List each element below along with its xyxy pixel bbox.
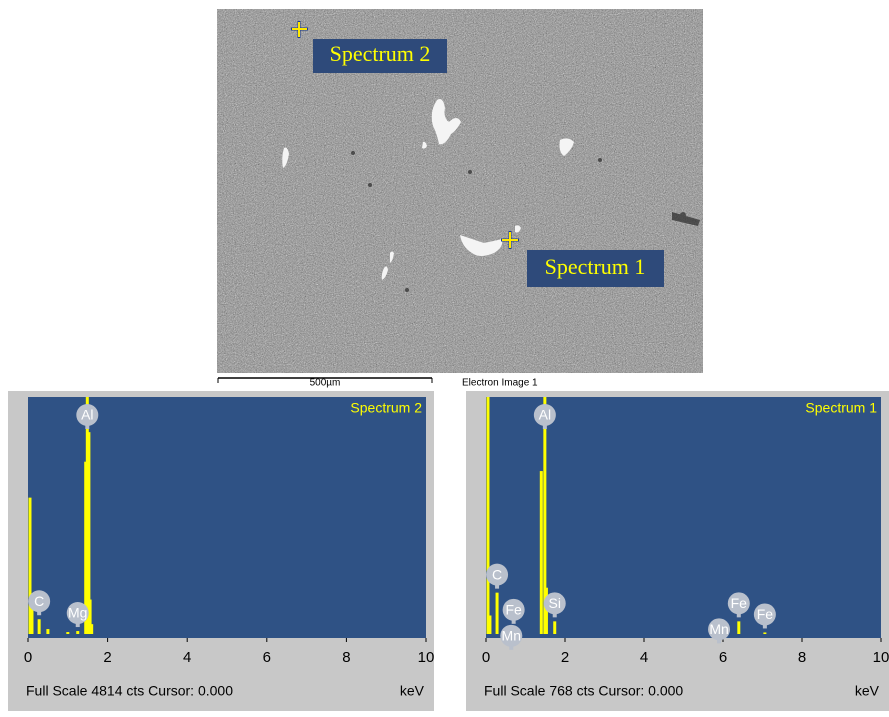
- peak-bar: [76, 631, 80, 634]
- footer: Full Scale 768 cts Cursor: 0.000: [484, 683, 683, 699]
- x-tick-label: 8: [798, 649, 806, 666]
- peak-label: Si: [549, 595, 561, 611]
- peak-bar: [37, 619, 41, 634]
- peak-label-stem: [552, 612, 557, 618]
- peak-label: Al: [539, 407, 551, 423]
- peak-bar: [85, 397, 89, 634]
- chart-title: Spectrum 1: [805, 400, 877, 416]
- x-tick-label: 4: [183, 649, 191, 666]
- x-tick-label: 10: [418, 649, 435, 666]
- x-tick-label: 2: [561, 649, 569, 666]
- peak-bar: [66, 632, 70, 634]
- marker-label-box: [313, 39, 447, 73]
- x-unit: keV: [400, 683, 425, 699]
- plot-area: [28, 397, 426, 638]
- scale-bar: [217, 377, 433, 383]
- peak-bar: [87, 432, 91, 634]
- peak-label-bubble: [76, 404, 99, 426]
- peak-label: C: [34, 593, 44, 609]
- peak-label: Al: [81, 407, 93, 423]
- sem-image: Spectrum 2 Spectrum 1: [217, 9, 703, 373]
- peak-bar: [539, 471, 543, 634]
- peak-bar: [488, 615, 492, 634]
- spectrum-chart: Spectrum 2 0 2 4 6 8 10 Mg Al C Full Scale 4814 ct…: [8, 391, 434, 711]
- spectra: Spectrum 2 0 2 4 6 8 10 Mg Al C Full Scale 4814 ct…: [8, 391, 889, 711]
- footer: Full Scale 4814 cts Cursor: 0.000: [26, 683, 233, 699]
- peak-label: Mn: [709, 621, 728, 637]
- peak-label-stem: [37, 610, 42, 616]
- dark-spots: [351, 151, 700, 292]
- x-tick-label: 8: [342, 649, 350, 666]
- marker-label: Spectrum 2: [330, 41, 431, 66]
- peak-label-stem: [75, 622, 80, 628]
- peak-label: C: [492, 566, 502, 582]
- peak-label-stem: [736, 612, 741, 618]
- peak-label-stem: [85, 424, 90, 429]
- chart-title: Spectrum 2: [350, 400, 422, 416]
- peak-bar: [495, 592, 499, 634]
- peak-label-bubble: [543, 592, 566, 615]
- peak-bar: [90, 624, 94, 634]
- peak-bar: [543, 397, 547, 634]
- peak-label-bubble: [502, 598, 525, 621]
- x-tick-label: 0: [24, 649, 32, 666]
- peak-label-bubble: [486, 563, 509, 586]
- marker-cross-2: [292, 22, 307, 37]
- bright-particles: [282, 99, 574, 280]
- peak-bar: [30, 601, 34, 634]
- peak-label-stem: [542, 424, 547, 429]
- peak-label-bubble: [727, 592, 750, 615]
- peak-label-bubble: [753, 603, 776, 626]
- peak-label-bubble: [533, 404, 556, 426]
- peak-bar: [763, 632, 767, 634]
- peak-label: Fe: [757, 606, 774, 622]
- marker-cross-1: [502, 232, 518, 248]
- x-tick-label: 0: [482, 649, 490, 666]
- peak-bar: [28, 497, 32, 634]
- peak-label-stem: [511, 618, 516, 624]
- peak-label-bubble: [28, 590, 51, 613]
- peak-bar: [544, 587, 548, 634]
- peak-label-stem: [495, 583, 500, 589]
- peak-bar: [486, 397, 490, 634]
- x-tick-label: 6: [263, 649, 271, 666]
- scale-bar-label: 500µm: [310, 378, 341, 389]
- peak-bar: [84, 461, 88, 634]
- x-tick-label: 4: [640, 649, 648, 666]
- peak-bar: [46, 629, 50, 634]
- peak-label-bubble: [500, 624, 523, 647]
- x-tick-label: 6: [719, 649, 727, 666]
- peak-label: Fe: [731, 595, 748, 611]
- peak-label: Fe: [505, 602, 522, 618]
- peak-label-bubble: [66, 602, 89, 625]
- x-unit: keV: [855, 683, 880, 699]
- peak-label-stem: [509, 644, 514, 650]
- peak-label-stem: [762, 623, 767, 629]
- peak-label-bubble: [708, 618, 731, 641]
- x-tick-label: 10: [873, 649, 889, 666]
- peak-bar: [737, 621, 741, 634]
- peak-label: Mg: [68, 605, 87, 621]
- peak-bar: [88, 599, 92, 634]
- image-texture: [217, 9, 703, 373]
- marker-label: Spectrum 1: [545, 254, 646, 279]
- x-tick-label: 2: [103, 649, 111, 666]
- peak-label: Mn: [502, 628, 521, 644]
- peak-label-stem: [717, 638, 722, 644]
- peak-bar: [553, 621, 557, 634]
- marker-label-box: [527, 250, 664, 287]
- image-caption: Electron Image 1: [462, 378, 538, 389]
